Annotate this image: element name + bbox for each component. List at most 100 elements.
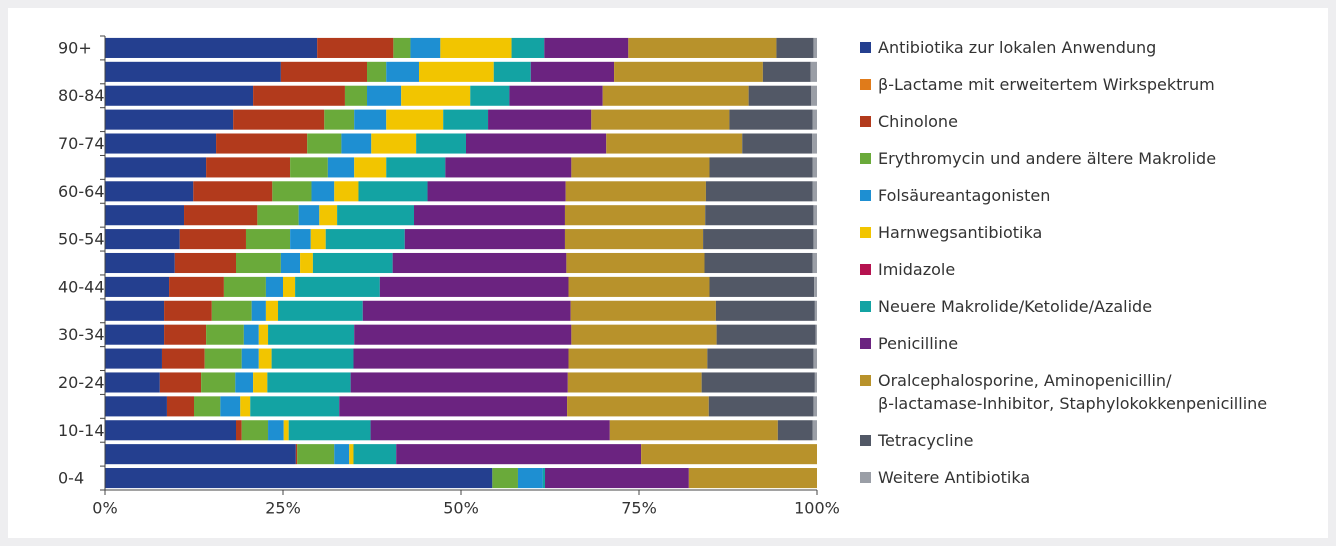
bar-segment (105, 468, 493, 489)
legend-label: Oralcephalosporine, Aminopenicillin/ β-l… (878, 371, 1268, 413)
bar-segment (317, 37, 394, 58)
bar-segment (812, 157, 817, 178)
bar-segment (250, 396, 340, 417)
bar-segment (362, 300, 571, 321)
x-tick-label: 50% (443, 499, 479, 518)
bar-segment (544, 37, 629, 58)
bar-segment (184, 205, 258, 226)
bar-segment (370, 420, 610, 441)
bar-segment (105, 181, 194, 202)
bar-segment (354, 324, 572, 345)
bar-segment (174, 252, 237, 274)
bar-segment (606, 133, 743, 154)
bar-segment (334, 181, 359, 202)
bar-segment (327, 157, 355, 178)
bar-segment (814, 276, 817, 297)
bar-segment (350, 372, 568, 393)
bar-segment (371, 133, 417, 154)
legend-swatch (860, 227, 871, 238)
legend-item: Penicilline (860, 332, 958, 355)
bar-segment (105, 372, 160, 393)
y-tick-label: 50-54 (58, 230, 105, 249)
bar-segment (201, 372, 236, 393)
bar-segment (283, 420, 289, 441)
legend-item: Imidazole (860, 258, 955, 281)
legend-swatch (860, 264, 871, 275)
bar-segment (445, 157, 572, 178)
bar-segment (414, 205, 565, 226)
x-tick-label: 100% (794, 499, 840, 518)
bar-segment (568, 276, 710, 297)
x-tick-label: 75% (621, 499, 657, 518)
bar-segment (509, 85, 603, 106)
bar-segment (440, 37, 512, 58)
bar-segment (716, 324, 816, 345)
bar-segment (283, 276, 296, 297)
bar-segment (427, 181, 566, 202)
legend-swatch (860, 190, 871, 201)
legend-swatch (860, 301, 871, 312)
bar-segment (628, 37, 777, 58)
legend-item: Antibiotika zur lokalen Anwendung (860, 36, 1156, 59)
bar-segment (290, 229, 311, 250)
bar-segment (278, 300, 363, 321)
bar-segment (815, 324, 817, 345)
bar-segment (418, 61, 494, 82)
y-tick-label: 90+ (58, 38, 92, 57)
legend-item: Tetracycline (860, 429, 974, 452)
bar-segment (358, 181, 428, 202)
bar-segment (688, 468, 817, 489)
bar-segment (565, 181, 706, 202)
y-tick-label: 60-64 (58, 182, 105, 201)
bar-segment (392, 252, 567, 274)
bar-segment (367, 85, 402, 106)
bar-segment (169, 276, 224, 297)
bar-segment (567, 396, 709, 417)
bar-segment (566, 252, 705, 274)
bar-segment (334, 444, 350, 465)
y-tick-label: 20-24 (58, 373, 105, 392)
y-tick-label: 0-4 (58, 469, 84, 488)
legend-swatch (860, 375, 871, 386)
bar-segment (211, 300, 252, 321)
bar-segment (567, 372, 702, 393)
bar-segment (268, 324, 355, 345)
bar-segment (814, 372, 817, 393)
bar-segment (105, 324, 165, 345)
y-tick-label: 10-14 (58, 421, 105, 440)
bar-segment (813, 229, 817, 250)
bar-segment (337, 205, 415, 226)
bar-segment (344, 85, 368, 106)
bar-segment (236, 420, 242, 441)
bar-segment (570, 300, 716, 321)
bar-segment (339, 396, 568, 417)
bar-segment (571, 157, 710, 178)
legend-label: Penicilline (878, 334, 959, 353)
bar-segment (707, 348, 814, 369)
bar-segment (701, 372, 815, 393)
bar-segment (241, 420, 269, 441)
bar-segment (564, 229, 704, 250)
bar-segment (105, 157, 207, 178)
legend-label: Tetracycline (878, 431, 974, 450)
bar-segment (272, 181, 312, 202)
bar-segment (288, 420, 371, 441)
bar-segment (729, 109, 813, 130)
bar-segment (216, 133, 308, 154)
bar-segment (159, 372, 202, 393)
bar-segment (492, 468, 518, 489)
bar-segment (206, 324, 244, 345)
bar-segment (386, 157, 446, 178)
bar-segment (297, 444, 335, 465)
bar-segment (386, 61, 419, 82)
bar-segment (470, 85, 510, 106)
bar-segment (602, 85, 749, 106)
bar-segment (349, 444, 354, 465)
bar-segment (742, 133, 813, 154)
legend-swatch (860, 472, 871, 483)
bar-segment (257, 205, 299, 226)
bar-segment (341, 133, 372, 154)
bar-segment (312, 252, 393, 274)
bar-segment (235, 372, 254, 393)
bar-segment (379, 276, 569, 297)
